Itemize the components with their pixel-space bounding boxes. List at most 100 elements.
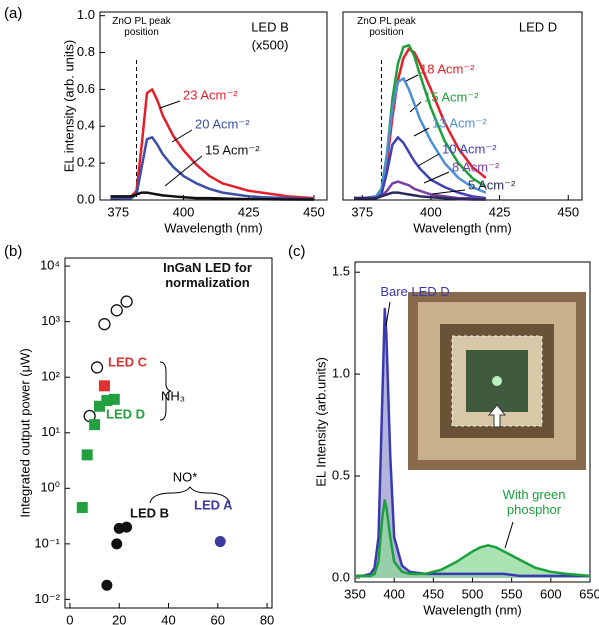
series-label: 18 Acm⁻² <box>420 61 475 76</box>
x-tick-label: 425 <box>238 204 260 219</box>
reference-label: ZnO PL peak position <box>112 16 171 38</box>
x-tick-label: 400 <box>420 204 442 219</box>
series-label: LED A <box>194 497 233 512</box>
label-leader <box>504 521 514 549</box>
series-label: InGaN LED for normalization <box>163 260 252 290</box>
y-tick-label: 10³ <box>41 313 60 328</box>
marker <box>89 419 101 431</box>
panel-label: (c) <box>288 243 306 260</box>
y-tick-label: 0.6 <box>77 81 95 96</box>
x-tick-label: 0 <box>66 612 73 625</box>
y-tick-label: 10⁰ <box>40 480 60 495</box>
y-tick-label: 0.5 <box>332 467 350 482</box>
x-tick-label: 400 <box>383 586 405 601</box>
x-axis-label: Wavelength (nm) <box>423 602 522 617</box>
x-tick-label: 40 <box>161 612 175 625</box>
label-leader <box>164 155 203 187</box>
y-tick-label: 10¹ <box>41 424 60 439</box>
label-leader <box>417 153 440 167</box>
series-label: 15 Acm⁻² <box>424 89 479 104</box>
x-tick-label: 60 <box>211 612 225 625</box>
series-label: 23 Acm⁻² <box>183 87 238 102</box>
y-tick-label: 10² <box>41 369 60 384</box>
brace <box>159 361 172 421</box>
x-tick-label: 350 <box>344 586 366 601</box>
marker <box>101 395 113 407</box>
series-label: 10 Acm⁻² <box>442 141 497 156</box>
y-axis-label: Integrated output power (μW) <box>17 348 32 517</box>
marker <box>214 536 226 548</box>
brace <box>149 486 231 504</box>
marker <box>81 449 93 461</box>
reference-label: ZnO PL peak position <box>357 16 416 38</box>
y-tick-label: 0.2 <box>77 155 95 170</box>
series-label: 8 Acm⁻² <box>452 159 500 174</box>
x-tick-label: 375 <box>107 204 129 219</box>
series-label: LED D <box>106 406 145 421</box>
marker <box>94 400 105 412</box>
x-tick-label: 450 <box>303 204 325 219</box>
label-leader <box>431 189 466 195</box>
marker <box>121 521 133 533</box>
plot-frame <box>64 257 273 609</box>
y-axis-label: EL Intensity (arb.units) <box>313 357 328 487</box>
annotation: (x500) <box>252 37 289 52</box>
y-tick-label: 10⁻² <box>34 591 60 606</box>
series-label: Bare LED D <box>380 284 450 299</box>
label-leader <box>423 171 450 184</box>
x-tick-label: 600 <box>540 586 562 601</box>
x-axis-label: Wavelength (nm) <box>413 220 512 235</box>
label-leader <box>413 127 430 137</box>
panel-label: (a) <box>4 5 22 22</box>
panel-label: (b) <box>4 243 22 260</box>
marker <box>108 393 120 405</box>
series-line <box>353 77 487 200</box>
x-tick-label: 500 <box>462 586 484 601</box>
photo-inset <box>408 292 586 470</box>
y-axis-label: EL intensity (arb. units) <box>61 40 76 172</box>
y-tick-label: 0.0 <box>332 569 350 584</box>
series-line <box>355 499 591 578</box>
y-tick-label: 1.0 <box>77 7 95 22</box>
series-label: With green phosphor <box>502 487 566 517</box>
series-label: 5 Acm⁻² <box>468 177 516 192</box>
x-tick-label: 425 <box>489 204 511 219</box>
y-tick-label: 10⁻¹ <box>34 535 60 550</box>
y-tick-label: 1.5 <box>332 264 350 279</box>
label-leader <box>159 100 181 109</box>
series-label: LED C <box>108 354 148 369</box>
marker <box>98 380 110 392</box>
y-tick-label: 1.0 <box>332 366 350 381</box>
annotation: LED B <box>251 19 289 34</box>
series-line <box>110 191 314 201</box>
marker <box>90 361 104 374</box>
annotation: NH₃ <box>161 388 185 403</box>
marker <box>98 318 111 331</box>
label-leader <box>385 301 391 327</box>
series-label: 13 Acm⁻² <box>432 115 487 130</box>
x-tick-label: 20 <box>112 612 126 625</box>
label-leader <box>171 129 193 143</box>
x-tick-label: 375 <box>351 204 373 219</box>
plot-frame <box>99 11 328 201</box>
series-label: 15 Acm⁻² <box>205 142 260 157</box>
marker <box>111 538 123 550</box>
y-tick-label: 0.0 <box>77 191 95 206</box>
annotation: LED D <box>519 19 557 34</box>
x-tick-label: 450 <box>422 586 444 601</box>
series-label: 20 Acm⁻² <box>195 116 250 131</box>
annotation: NO* <box>173 469 198 484</box>
marker <box>101 579 113 591</box>
x-tick-label: 650 <box>579 586 599 601</box>
label-leader <box>403 74 419 83</box>
y-tick-label: 0.8 <box>77 44 95 59</box>
marker <box>110 304 123 317</box>
x-tick-label: 80 <box>260 612 274 625</box>
marker <box>120 295 133 308</box>
x-axis-label: Wavelength (nm) <box>164 220 263 235</box>
x-tick-label: 400 <box>173 204 195 219</box>
x-tick-label: 450 <box>557 204 579 219</box>
y-tick-label: 0.4 <box>77 118 95 133</box>
